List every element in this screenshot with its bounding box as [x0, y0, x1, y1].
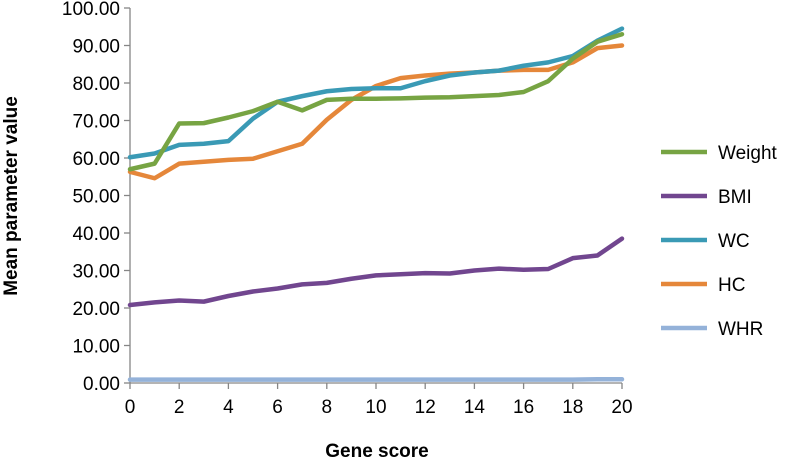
x-tick-label: 2 [174, 397, 185, 418]
x-tick-label: 16 [513, 397, 534, 418]
y-tick-label: 30.00 [72, 262, 120, 283]
y-tick-label: 70.00 [72, 112, 120, 133]
x-tick-label: 14 [464, 397, 486, 418]
x-tick-label: 0 [125, 397, 136, 418]
legend-label-bmi: BMI [718, 187, 752, 208]
legend-label-weight: Weight [718, 143, 778, 164]
legend: Weight BMI WC HC WHR [661, 143, 778, 340]
x-tick-label: 6 [272, 397, 283, 418]
y-tick-label: 90.00 [72, 37, 120, 58]
y-tick-label: 50.00 [72, 187, 120, 208]
x-tick-label: 12 [415, 397, 436, 418]
series-line-wc [130, 29, 622, 158]
x-tick-label: 18 [562, 397, 583, 418]
x-axis-title: Gene score [325, 441, 429, 458]
series-line-weight [130, 34, 622, 169]
x-tick-label: 10 [365, 397, 386, 418]
y-tick-label: 0.00 [83, 374, 120, 395]
series-line-hc [130, 46, 622, 179]
legend-label-whr: WHR [718, 319, 763, 340]
series-lines [130, 29, 622, 380]
x-tick-label: 20 [611, 397, 632, 418]
y-tick-label: 40.00 [72, 224, 120, 245]
y-tick-label: 10.00 [72, 337, 120, 358]
legend-label-wc: WC [718, 231, 750, 252]
series-line-bmi [130, 239, 622, 305]
x-tick-label: 4 [223, 397, 234, 418]
y-axis-title: Mean parameter value [1, 96, 22, 296]
y-tick-label: 60.00 [72, 149, 120, 170]
y-tick-label: 100.00 [62, 0, 120, 20]
y-tick-label: 20.00 [72, 299, 120, 320]
legend-label-hc: HC [718, 275, 745, 296]
x-tick-label: 8 [322, 397, 333, 418]
y-tick-label: 80.00 [72, 74, 120, 95]
